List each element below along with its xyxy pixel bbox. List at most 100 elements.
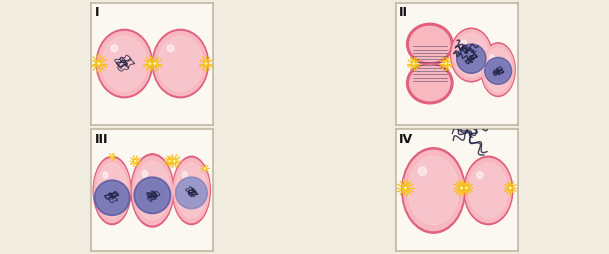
Circle shape	[460, 186, 463, 190]
Circle shape	[97, 62, 100, 66]
Circle shape	[151, 60, 158, 67]
Circle shape	[405, 187, 406, 189]
Circle shape	[147, 61, 152, 66]
Ellipse shape	[158, 36, 203, 91]
Circle shape	[204, 168, 205, 169]
Circle shape	[442, 60, 449, 67]
Circle shape	[94, 59, 103, 68]
Circle shape	[461, 187, 462, 189]
Ellipse shape	[452, 30, 491, 80]
Ellipse shape	[183, 172, 187, 179]
Ellipse shape	[418, 167, 426, 176]
Circle shape	[204, 167, 206, 169]
Circle shape	[177, 179, 205, 207]
Circle shape	[205, 63, 206, 64]
Ellipse shape	[176, 163, 206, 218]
Ellipse shape	[167, 45, 174, 52]
Circle shape	[203, 166, 207, 171]
Ellipse shape	[404, 150, 463, 231]
Circle shape	[459, 185, 465, 191]
Ellipse shape	[464, 156, 513, 225]
Circle shape	[507, 185, 513, 191]
Circle shape	[205, 62, 207, 65]
Ellipse shape	[143, 170, 147, 178]
Circle shape	[167, 158, 172, 164]
Circle shape	[509, 187, 512, 189]
Ellipse shape	[152, 29, 208, 98]
Ellipse shape	[131, 154, 174, 227]
Ellipse shape	[462, 40, 466, 46]
Ellipse shape	[484, 48, 512, 91]
Circle shape	[110, 154, 114, 158]
Circle shape	[414, 63, 415, 64]
Circle shape	[134, 160, 136, 162]
Circle shape	[466, 187, 467, 188]
Circle shape	[457, 184, 466, 192]
Circle shape	[149, 62, 151, 65]
Circle shape	[171, 158, 178, 165]
Circle shape	[508, 186, 513, 190]
Circle shape	[459, 46, 484, 72]
Circle shape	[465, 186, 468, 189]
Ellipse shape	[154, 31, 207, 96]
Ellipse shape	[174, 158, 209, 223]
Ellipse shape	[96, 29, 152, 98]
Ellipse shape	[402, 148, 465, 233]
Circle shape	[172, 159, 177, 164]
Ellipse shape	[94, 158, 130, 223]
Ellipse shape	[410, 65, 450, 101]
Ellipse shape	[451, 28, 492, 82]
Circle shape	[457, 44, 486, 73]
Circle shape	[149, 63, 150, 64]
Ellipse shape	[481, 43, 515, 97]
Circle shape	[133, 159, 137, 163]
Circle shape	[133, 158, 138, 164]
Ellipse shape	[135, 161, 169, 220]
Circle shape	[135, 160, 136, 162]
Circle shape	[443, 61, 448, 66]
Circle shape	[154, 63, 155, 64]
Ellipse shape	[482, 44, 514, 95]
Ellipse shape	[103, 172, 108, 179]
Circle shape	[404, 186, 407, 190]
Text: II: II	[400, 6, 408, 19]
Circle shape	[401, 184, 410, 192]
Circle shape	[463, 185, 470, 191]
Circle shape	[174, 161, 175, 162]
Ellipse shape	[408, 156, 459, 225]
Circle shape	[202, 60, 209, 67]
Ellipse shape	[172, 156, 210, 225]
Circle shape	[444, 62, 447, 65]
Circle shape	[203, 167, 206, 170]
Circle shape	[412, 61, 417, 66]
Circle shape	[205, 62, 208, 65]
Circle shape	[111, 155, 113, 157]
Circle shape	[174, 160, 175, 162]
Circle shape	[94, 180, 130, 215]
Text: III: III	[95, 133, 108, 146]
Circle shape	[410, 60, 417, 67]
Circle shape	[487, 59, 510, 83]
Text: IV: IV	[400, 133, 414, 146]
Circle shape	[135, 161, 136, 162]
Circle shape	[153, 62, 156, 65]
Ellipse shape	[407, 62, 453, 104]
Circle shape	[136, 179, 169, 211]
Circle shape	[152, 61, 157, 66]
Circle shape	[445, 62, 446, 65]
Circle shape	[465, 187, 467, 189]
Circle shape	[111, 155, 113, 157]
Circle shape	[146, 60, 153, 67]
Ellipse shape	[407, 23, 453, 65]
Ellipse shape	[490, 55, 495, 60]
Ellipse shape	[477, 172, 483, 179]
Ellipse shape	[102, 36, 147, 91]
Ellipse shape	[93, 156, 131, 225]
Circle shape	[153, 62, 157, 65]
Text: I: I	[95, 6, 99, 19]
Ellipse shape	[97, 163, 127, 218]
Ellipse shape	[98, 31, 150, 96]
Circle shape	[149, 62, 152, 65]
Ellipse shape	[410, 26, 450, 62]
Circle shape	[167, 159, 171, 163]
